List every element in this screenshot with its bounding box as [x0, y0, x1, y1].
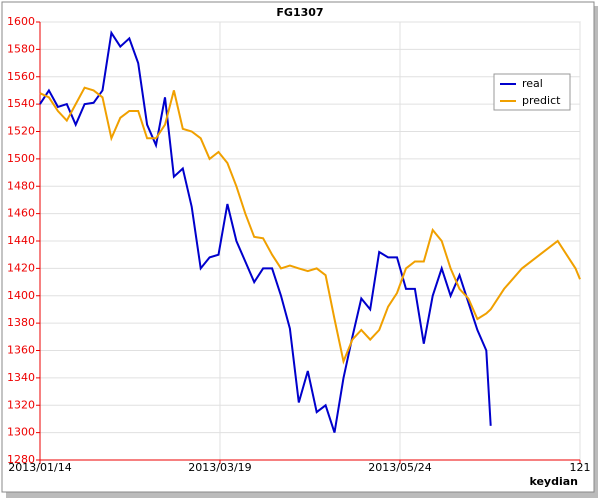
- x-axis-label: keydian: [529, 475, 578, 488]
- y-tick-label: 1600: [7, 15, 35, 28]
- y-tick-label: 1540: [7, 97, 35, 110]
- x-tick-label: 2013/03/19: [188, 461, 251, 474]
- line-series: [39, 30, 492, 433]
- y-tick-label: 1440: [7, 234, 35, 247]
- y-tick-label: 1460: [7, 207, 35, 220]
- y-tick-label: 1420: [7, 261, 35, 274]
- y-tick-label: 1500: [7, 152, 35, 165]
- y-tick-label: 1400: [7, 289, 35, 302]
- x-tick-label: 2013/05/24: [368, 461, 431, 474]
- line-series: [39, 86, 581, 365]
- y-tick-label: 1560: [7, 70, 35, 83]
- y-tick-label: 1580: [7, 42, 35, 55]
- y-tick-label: 1520: [7, 125, 35, 138]
- legend-label: predict: [522, 94, 561, 107]
- y-tick-label: 1340: [7, 371, 35, 384]
- y-tick-label: 1360: [7, 344, 35, 357]
- y-tick-label: 1300: [7, 426, 35, 439]
- legend-box: [493, 73, 571, 111]
- x-tick-label: 2013/01/14: [8, 461, 71, 474]
- y-tick-label: 1380: [7, 316, 35, 329]
- x-tick-label: 121: [570, 461, 591, 474]
- chart-title: FG1307: [276, 6, 323, 19]
- legend-label: real: [522, 77, 543, 90]
- y-tick-label: 1280: [7, 453, 35, 466]
- y-tick-label: 1480: [7, 179, 35, 192]
- y-tick-label: 1320: [7, 398, 35, 411]
